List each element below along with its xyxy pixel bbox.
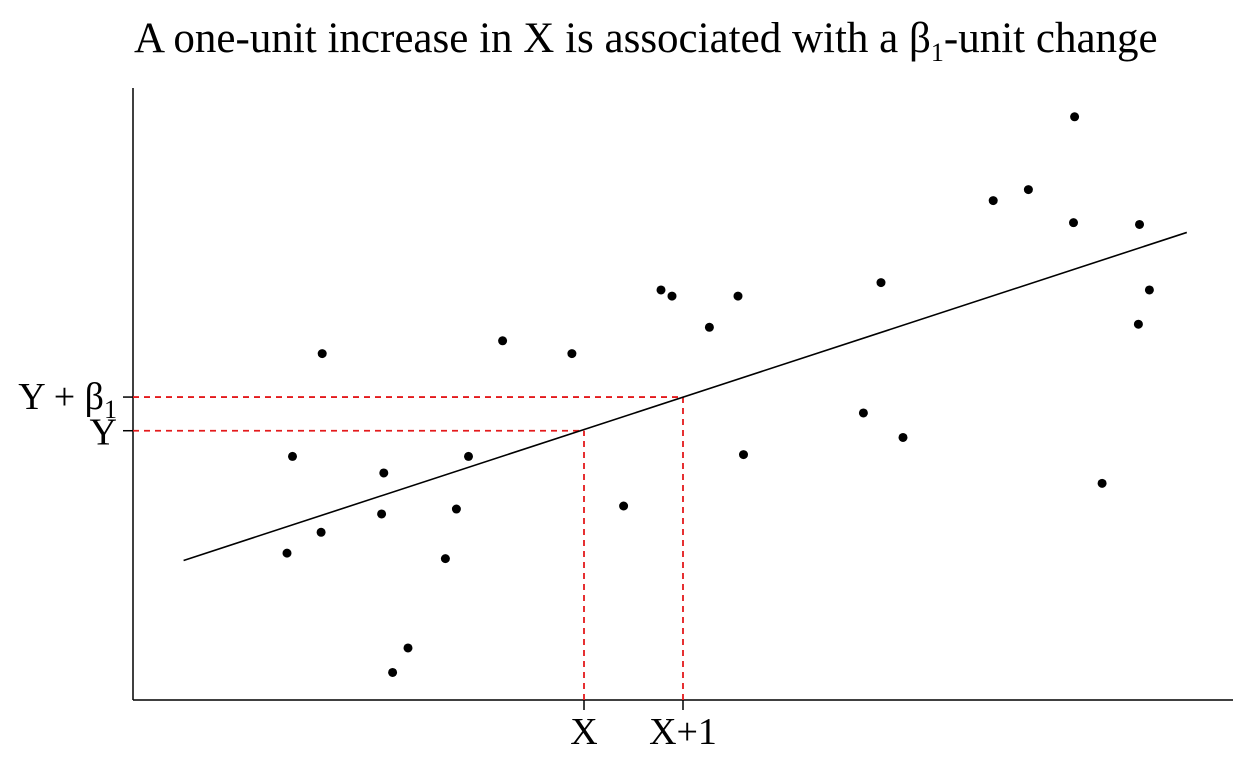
data-point [898,432,908,442]
data-point [379,468,389,478]
data-point [1070,112,1080,122]
chart-title: A one-unit increase in X is associated w… [134,15,1158,67]
y-tick-label-y-plus-beta: Y + β1 [18,376,117,424]
points-group [282,112,1154,677]
guide-lines [133,396,684,700]
y-tick-label-y: Y [90,412,117,454]
data-point [739,450,748,460]
data-point [377,509,387,519]
data-point [876,278,886,288]
data-point [1023,185,1033,195]
data-point [988,196,998,206]
data-point [667,291,677,301]
fit-line-group [183,231,1188,562]
data-point [704,322,714,332]
data-point [619,501,629,511]
data-point [316,527,326,537]
data-point [451,504,461,514]
data-point [656,285,666,295]
data-point [464,451,473,461]
data-point [288,451,297,461]
data-point [1069,218,1078,228]
data-point [403,643,413,653]
data-point [1133,319,1143,329]
data-point [733,291,743,301]
data-point [440,554,450,564]
data-point [282,548,292,558]
data-point [317,349,327,359]
data-point [567,349,577,359]
x-tick-label-x: X [570,711,597,753]
data-point [1144,285,1154,295]
data-point [1135,219,1144,229]
regression-line [183,231,1188,562]
data-point [498,336,508,346]
data-point [1097,478,1107,488]
x-tick-label-x-plus-1: X+1 [649,711,717,753]
data-point [858,408,868,418]
data-point [388,667,398,677]
